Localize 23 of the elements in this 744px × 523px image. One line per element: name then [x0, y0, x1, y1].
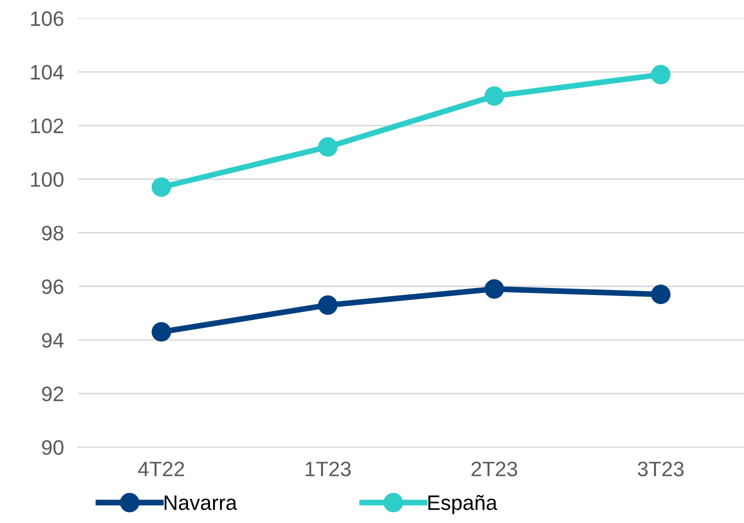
y-tick-label: 102: [31, 118, 64, 134]
point: [651, 64, 670, 84]
y-tick-label: 90: [42, 440, 64, 455]
point: [318, 137, 338, 157]
y-tick-label: 100: [31, 172, 64, 187]
point: [318, 295, 338, 315]
y-tick-label: 96: [42, 279, 64, 294]
point: [651, 284, 670, 304]
y-tick-label: 92: [42, 386, 64, 402]
point: [152, 322, 172, 342]
y-tick-label: 104: [31, 64, 64, 80]
legend-label: España: [428, 494, 498, 514]
point: [484, 279, 504, 299]
x-tick-label: 3T23: [638, 462, 684, 476]
x-tick-label: 2T23: [472, 462, 518, 476]
y-tick-label: 98: [42, 226, 64, 240]
point: [484, 86, 504, 106]
y-tick-label: 94: [42, 332, 64, 348]
x-tick-label: 4T22: [138, 462, 184, 476]
point: [152, 177, 172, 197]
y-tick-label: 106: [31, 11, 64, 26]
legend-label: Navarra: [164, 496, 238, 510]
x-tick-label: 1T23: [306, 462, 351, 476]
